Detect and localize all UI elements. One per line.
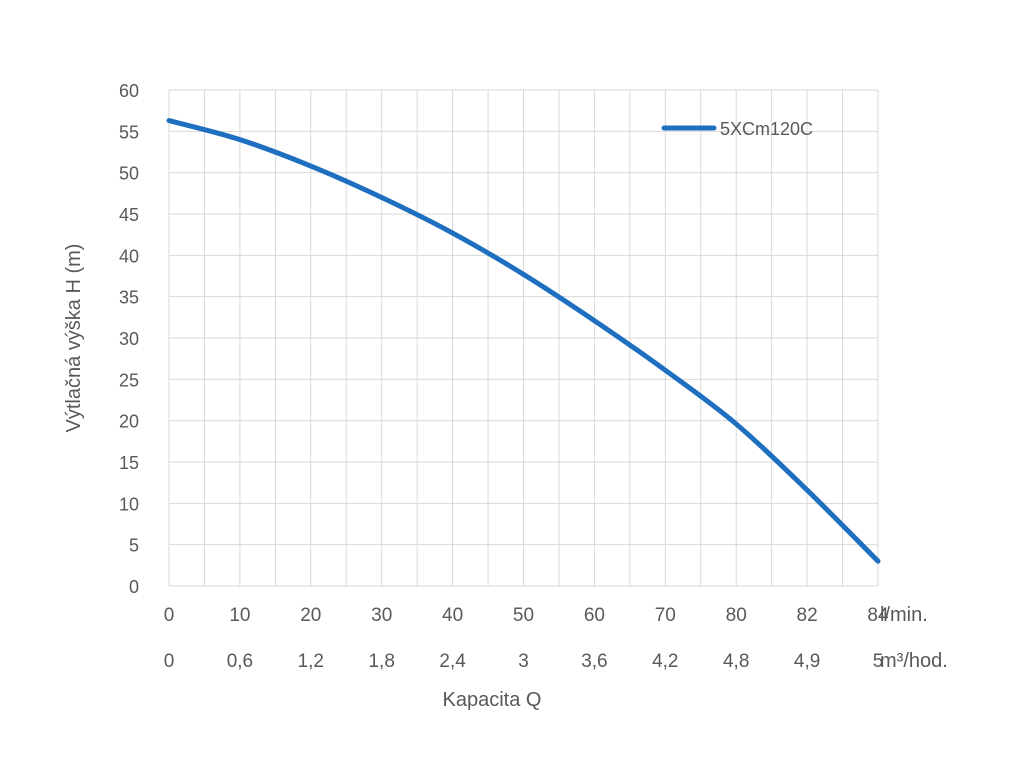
- x-tick-label-lpm: 82: [797, 605, 818, 626]
- x-tick-label-m3h: 4,2: [652, 651, 678, 672]
- x-tick-label-m3h: 1,8: [368, 651, 394, 672]
- y-tick-label: 50: [119, 164, 139, 184]
- x-tick-label-m3h: 3,6: [581, 651, 607, 672]
- y-tick-label: 25: [119, 370, 139, 390]
- x-tick-labels-lpm: 0 10 20 30 40 50 60 70 80 82 84: [164, 605, 889, 626]
- y-tick-label: 35: [119, 288, 139, 308]
- x-tick-label-m3h: 2,4: [439, 651, 466, 672]
- legend: 5XCm120C: [661, 119, 813, 139]
- x-axis-label: Kapacita Q: [443, 689, 542, 711]
- grid: [168, 89, 879, 587]
- legend-label: 5XCm120C: [720, 119, 813, 139]
- x-tick-label-m3h: 4,9: [794, 651, 820, 672]
- y-tick-label: 45: [119, 205, 139, 225]
- y-tick-label: 15: [119, 453, 139, 473]
- x-tick-label-m3h: 3: [518, 651, 529, 672]
- x-unit-lpm: l/min.: [880, 604, 928, 626]
- x-tick-label-lpm: 40: [442, 605, 463, 626]
- y-tick-label: 30: [119, 329, 139, 349]
- x-tick-label-m3h: 4,8: [723, 651, 749, 672]
- x-unit-m3h: m³/hod.: [880, 650, 948, 672]
- x-tick-labels-m3h: 0 0,6 1,2 1,8 2,4 3 3,6 4,2 4,8 4,9 5: [164, 651, 884, 672]
- x-tick-label-lpm: 0: [164, 605, 175, 626]
- x-tick-label-lpm: 10: [229, 605, 250, 626]
- y-tick-label: 55: [119, 122, 139, 142]
- series-group: [166, 118, 881, 564]
- y-tick-labels: 0 5 10 15 20 25 30 35 40 45 50 55 60: [119, 81, 139, 597]
- x-tick-label-lpm: 70: [655, 605, 676, 626]
- x-tick-label-m3h: 0: [164, 651, 175, 672]
- y-tick-label: 20: [119, 412, 139, 432]
- x-tick-label-lpm: 60: [584, 605, 605, 626]
- x-tick-label-lpm: 20: [300, 605, 321, 626]
- x-tick-label-lpm: 30: [371, 605, 392, 626]
- x-tick-label-m3h: 0,6: [227, 651, 253, 672]
- y-tick-label: 0: [129, 577, 139, 597]
- y-axis-label: Výtlačná výška H (m): [63, 244, 85, 433]
- y-tick-label: 10: [119, 494, 139, 514]
- y-tick-label: 5: [129, 536, 139, 556]
- x-tick-label-lpm: 50: [513, 605, 534, 626]
- x-tick-label-m3h: 5: [873, 651, 884, 672]
- x-tick-label-m3h: 1,2: [298, 651, 324, 672]
- x-tick-label-lpm: 80: [726, 605, 747, 626]
- x-tick-label-lpm: 84: [867, 605, 889, 626]
- series-line: [166, 118, 881, 564]
- y-tick-label: 40: [119, 246, 139, 266]
- y-tick-label: 60: [119, 81, 139, 101]
